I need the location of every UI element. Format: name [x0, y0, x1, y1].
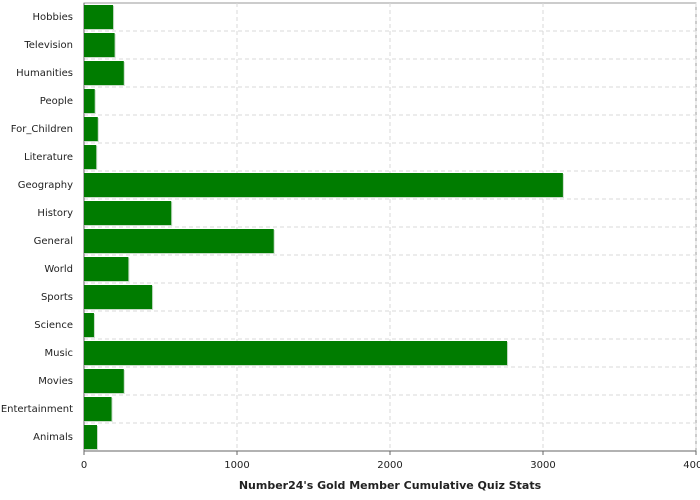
bar [84, 173, 563, 197]
y-tick-label: Animals [33, 432, 73, 443]
bar [84, 201, 172, 225]
y-tick-label: Humanities [16, 68, 73, 79]
y-tick-label: Sports [41, 292, 73, 303]
y-tick-label: Hobbies [33, 12, 73, 23]
y-tick-label: Entertainment [1, 404, 73, 415]
bar [84, 5, 114, 29]
y-tick-label: Geography [18, 180, 73, 191]
y-tick-label: Literature [24, 152, 73, 163]
x-tick-label: 3000 [530, 460, 555, 471]
bar [84, 313, 94, 337]
bar [84, 89, 95, 113]
x-tick-label: 0 [81, 460, 87, 471]
x-tick-label: 4000 [683, 460, 700, 471]
y-tick-label: Music [45, 348, 73, 359]
y-tick-label: Movies [38, 376, 73, 387]
bar [84, 145, 97, 169]
bar [84, 341, 508, 365]
bar [84, 285, 153, 309]
x-axis-title: Number24's Gold Member Cumulative Quiz S… [239, 479, 542, 492]
y-tick-label: History [37, 208, 73, 219]
bar [84, 33, 115, 57]
bar [84, 397, 112, 421]
bar [84, 425, 98, 449]
bar [84, 117, 98, 141]
x-tick-label: 2000 [377, 460, 402, 471]
bar [84, 257, 129, 281]
y-tick-label: Science [34, 320, 73, 331]
x-tick-label: 1000 [224, 460, 249, 471]
y-tick-label: Television [23, 40, 73, 51]
bar [84, 229, 274, 253]
y-tick-label: People [40, 96, 73, 107]
bar [84, 369, 124, 393]
y-tick-label: For_Children [11, 124, 73, 135]
y-tick-label: General [34, 236, 73, 247]
y-tick-label: World [44, 264, 73, 275]
bar [84, 61, 124, 85]
